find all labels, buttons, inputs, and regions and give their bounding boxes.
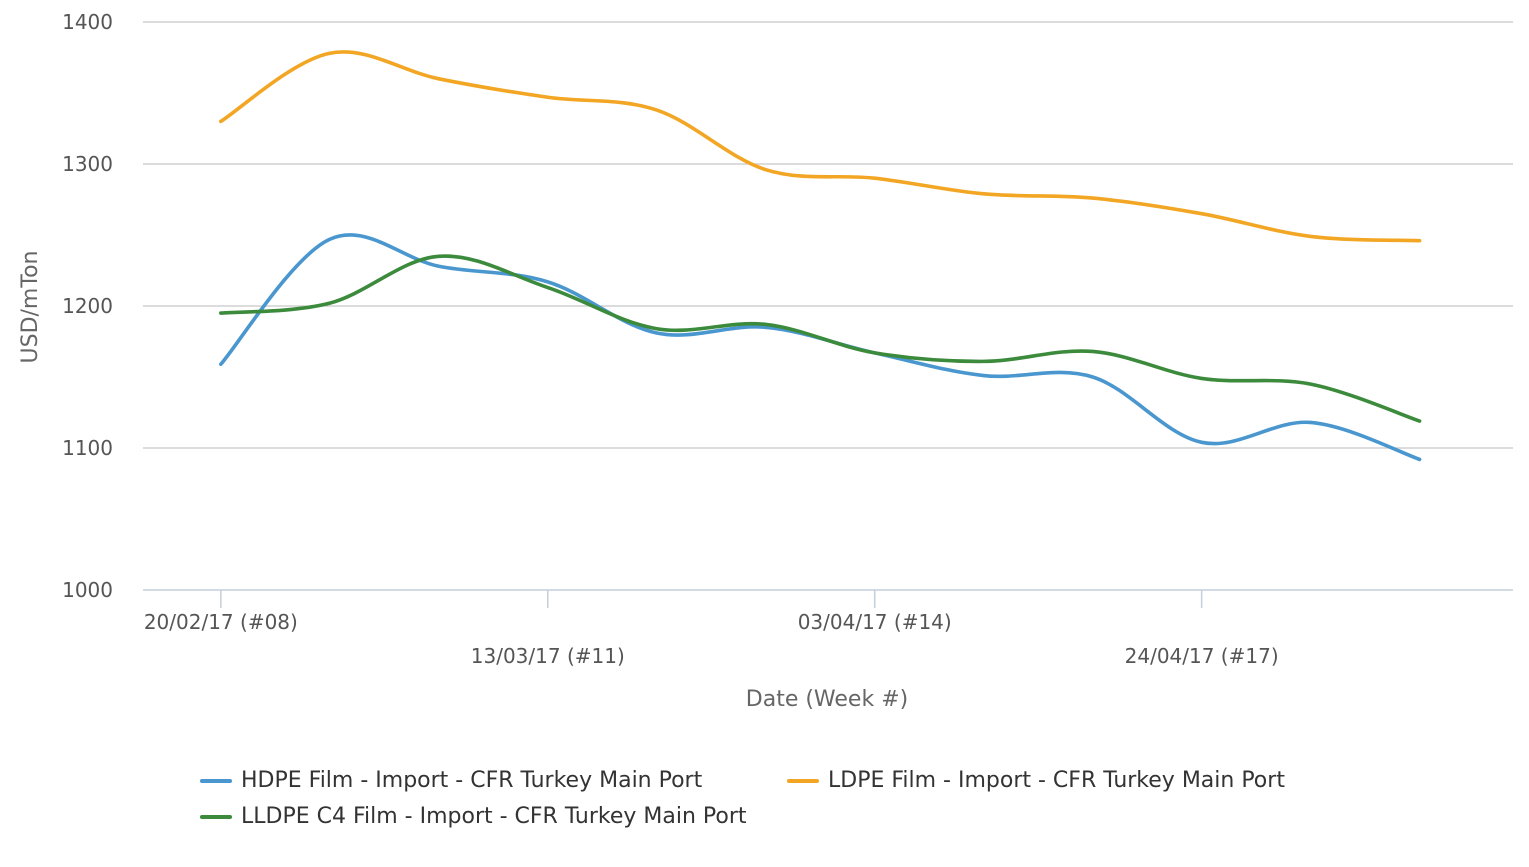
x-tick-label: 03/04/17 (#14) <box>798 610 952 634</box>
line-chart: 1000 1100 1200 1300 1400 20/02/17 (#08) 13/03… <box>18 10 1513 712</box>
y-axis-title: USD/mTon <box>18 251 43 364</box>
series-line-ldpe <box>219 50 1422 243</box>
y-axis-ticks: 1000 1100 1200 1300 1400 <box>62 10 113 602</box>
legend-swatch-lldpe <box>200 814 232 819</box>
y-tick-label: 1000 <box>62 578 113 602</box>
legend-item-lldpe[interactable]: LLDPE C4 Film - Import - CFR Turkey Main… <box>200 804 747 829</box>
x-tick-label: 24/04/17 (#17) <box>1125 644 1279 668</box>
legend-label-lldpe: LLDPE C4 Film - Import - CFR Turkey Main… <box>241 804 747 829</box>
legend-label-hdpe: HDPE Film - Import - CFR Turkey Main Por… <box>241 768 703 793</box>
x-axis: 20/02/17 (#08) 13/03/17 (#11) 03/04/17 (#1… <box>144 590 1279 668</box>
x-tick-label: 13/03/17 (#11) <box>471 644 625 668</box>
legend-label-ldpe: LDPE Film - Import - CFR Turkey Main Por… <box>828 768 1285 793</box>
y-tick-label: 1300 <box>62 152 113 176</box>
legend-swatch-ldpe <box>787 778 819 783</box>
series-line-lldpe <box>219 254 1422 423</box>
legend-item-ldpe[interactable]: LDPE Film - Import - CFR Turkey Main Por… <box>787 768 1285 793</box>
legend-item-hdpe[interactable]: HDPE Film - Import - CFR Turkey Main Por… <box>200 768 702 793</box>
series-lines <box>219 50 1422 462</box>
x-axis-title: Date (Week #) <box>746 687 908 712</box>
y-tick-label: 1200 <box>62 294 113 318</box>
legend-swatch-hdpe <box>200 778 232 783</box>
x-tick-label: 20/02/17 (#08) <box>144 610 298 634</box>
y-tick-label: 1100 <box>62 436 113 460</box>
y-tick-label: 1400 <box>62 10 113 34</box>
grid-lines <box>143 21 1513 591</box>
